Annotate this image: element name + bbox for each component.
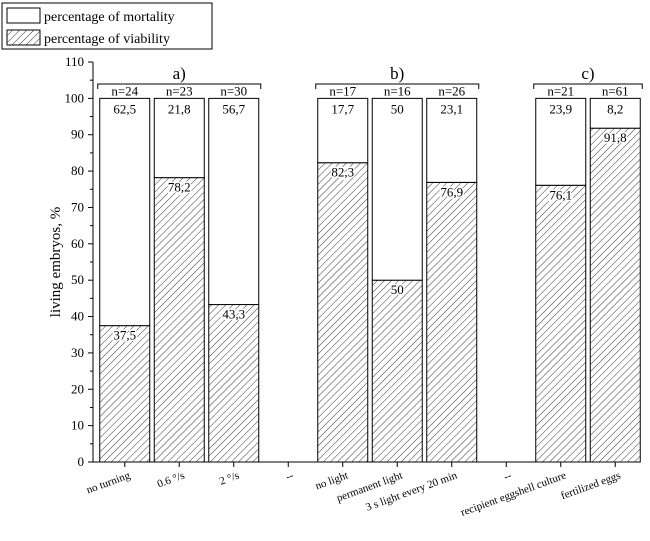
x-tick-label: -- <box>502 469 513 483</box>
bar-viability <box>371 279 423 463</box>
bar-mortality <box>99 97 151 327</box>
mortality-value-label: 62,5 <box>113 101 136 116</box>
bar-viability <box>589 127 641 463</box>
x-tick-label: recipient eggshell culture <box>459 470 568 519</box>
mortality-value-label: 23,1 <box>440 101 463 116</box>
group-label: c) <box>581 64 594 83</box>
bar-viability <box>99 325 151 463</box>
n-label: n=61 <box>602 83 629 98</box>
mortality-value-label: 21,8 <box>168 101 191 116</box>
legend-label-viability: percentage of viability <box>44 32 170 47</box>
legend-swatch-viability <box>6 29 41 46</box>
mortality-value-label: 17,7 <box>331 101 354 116</box>
y-tick-label: 110 <box>65 54 84 69</box>
x-tick-label: no turning <box>85 469 132 496</box>
x-tick-label: 2 °/s <box>218 470 241 488</box>
viability-value-label: 50 <box>391 282 404 297</box>
bar-mortality <box>371 97 423 281</box>
bar-mortality <box>589 97 641 129</box>
group-bracket <box>315 83 480 89</box>
mortality-value-label: 8,2 <box>607 101 623 116</box>
x-tick-label: 3 s light every 20 min <box>364 469 459 513</box>
y-ticks: 0 10 20 30 40 50 60 70 80 90 100 110 <box>65 54 93 469</box>
x-tick-label: 0.6 °/s <box>156 470 187 491</box>
legend: percentage of mortality percentage of vi… <box>1 2 213 50</box>
y-tick-label: 70 <box>71 199 84 214</box>
y-axis-label: living embryos, % <box>48 207 64 317</box>
bar-mortality <box>426 97 478 183</box>
viability-value-label: 82,3 <box>331 165 354 180</box>
group-label: b) <box>390 64 404 83</box>
bar-mortality <box>153 97 205 179</box>
y-axis: 0 10 20 30 40 50 60 70 80 90 100 110 living embryos… <box>48 54 94 469</box>
n-label: n=26 <box>438 83 465 98</box>
y-tick-label: 80 <box>71 163 84 178</box>
y-tick-label: 20 <box>71 381 84 396</box>
bar-mortality <box>208 97 260 306</box>
viability-value-label: 37,5 <box>113 328 136 343</box>
y-tick-label: 60 <box>71 236 84 251</box>
mortality-value-label: 23,9 <box>549 101 572 116</box>
bar-viability <box>426 181 478 463</box>
y-tick-label: 90 <box>71 127 84 142</box>
x-tick-label: fertilized eggs <box>559 470 622 503</box>
group-bracket <box>533 83 643 89</box>
bar-viability <box>535 184 587 463</box>
bar-mortality <box>317 97 369 164</box>
y-tick-label: 50 <box>71 272 84 287</box>
viability-value-label: 91,8 <box>604 130 627 145</box>
y-tick-label: 40 <box>71 309 84 324</box>
group-bracket <box>97 83 262 89</box>
group-label: a) <box>173 64 186 83</box>
n-label: n=24 <box>111 83 138 98</box>
n-label: n=23 <box>166 83 193 98</box>
bars: 37,5 62,5 n=24 78,2 21,8 n=23 43,3 56,7 n=30 82,3… <box>99 83 641 467</box>
viability-value-label: 76,9 <box>440 184 463 199</box>
bar-viability <box>208 304 260 463</box>
legend-label-mortality: percentage of mortality <box>44 10 175 25</box>
n-label: n=17 <box>329 83 356 98</box>
bar-viability <box>317 162 369 463</box>
y-tick-label: 0 <box>78 454 85 469</box>
viability-value-label: 76,1 <box>549 187 572 202</box>
mortality-value-label: 56,7 <box>222 101 245 116</box>
n-label: n=30 <box>220 83 247 98</box>
mortality-value-label: 50 <box>391 101 404 116</box>
x-tick-labels: no turning 0.6 °/s 2 °/s -- no lightpermanen… <box>85 469 622 518</box>
legend-swatch-mortality <box>6 7 41 24</box>
viability-value-label: 43,3 <box>222 307 245 322</box>
y-tick-label: 10 <box>71 418 84 433</box>
bar-mortality <box>535 97 587 186</box>
bar-viability <box>153 177 205 463</box>
n-label: n=16 <box>384 83 411 98</box>
viability-value-label: 78,2 <box>168 180 191 195</box>
x-tick-label: -- <box>284 469 295 483</box>
y-tick-label: 30 <box>71 345 84 360</box>
group-brackets: a) b) c) <box>97 64 643 89</box>
n-label: n=21 <box>547 83 574 98</box>
y-tick-label: 100 <box>65 90 85 105</box>
